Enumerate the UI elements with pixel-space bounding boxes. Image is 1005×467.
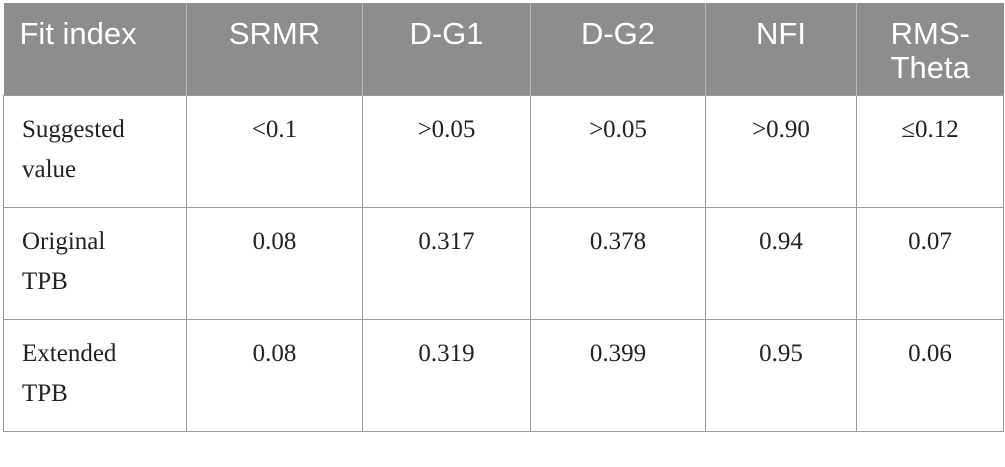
table-cell: >0.90 [705,95,857,208]
table-cell: 0.319 [362,319,531,432]
column-header-fit-index: Fit index [3,3,187,96]
table-cell: 0.399 [530,319,706,432]
table-cell: 0.317 [362,207,531,320]
table-cell: 0.94 [705,207,857,320]
fit-index-table: Fit index SRMR D-G1 D-G2 NFI RMS- Theta … [3,3,1004,432]
table-cell: >0.05 [530,95,706,208]
table-cell: 0.95 [705,319,857,432]
column-header-d-g1: D-G1 [362,3,531,96]
table-cell: 0.08 [186,207,363,320]
column-header-nfi: NFI [705,3,857,96]
table-cell: >0.05 [362,95,531,208]
row-label-extended-tpb: Extended TPB [3,319,187,432]
table-cell: 0.378 [530,207,706,320]
column-header-srmr: SRMR [186,3,363,96]
table-cell: 0.07 [856,207,1004,320]
table-cell: <0.1 [186,95,363,208]
row-label-original-tpb: Original TPB [3,207,187,320]
table-cell: 0.08 [186,319,363,432]
table-row: Suggested value <0.1 >0.05 >0.05 >0.90 ≤… [3,95,1004,208]
column-header-rms-theta: RMS- Theta [856,3,1004,96]
table-cell: 0.06 [856,319,1004,432]
header-row: Fit index SRMR D-G1 D-G2 NFI RMS- Theta [3,3,1004,96]
table-cell: ≤0.12 [856,95,1004,208]
column-header-d-g2: D-G2 [530,3,706,96]
row-label-suggested-value: Suggested value [3,95,187,208]
table-row: Extended TPB 0.08 0.319 0.399 0.95 0.06 [3,319,1004,432]
table-row: Original TPB 0.08 0.317 0.378 0.94 0.07 [3,207,1004,320]
